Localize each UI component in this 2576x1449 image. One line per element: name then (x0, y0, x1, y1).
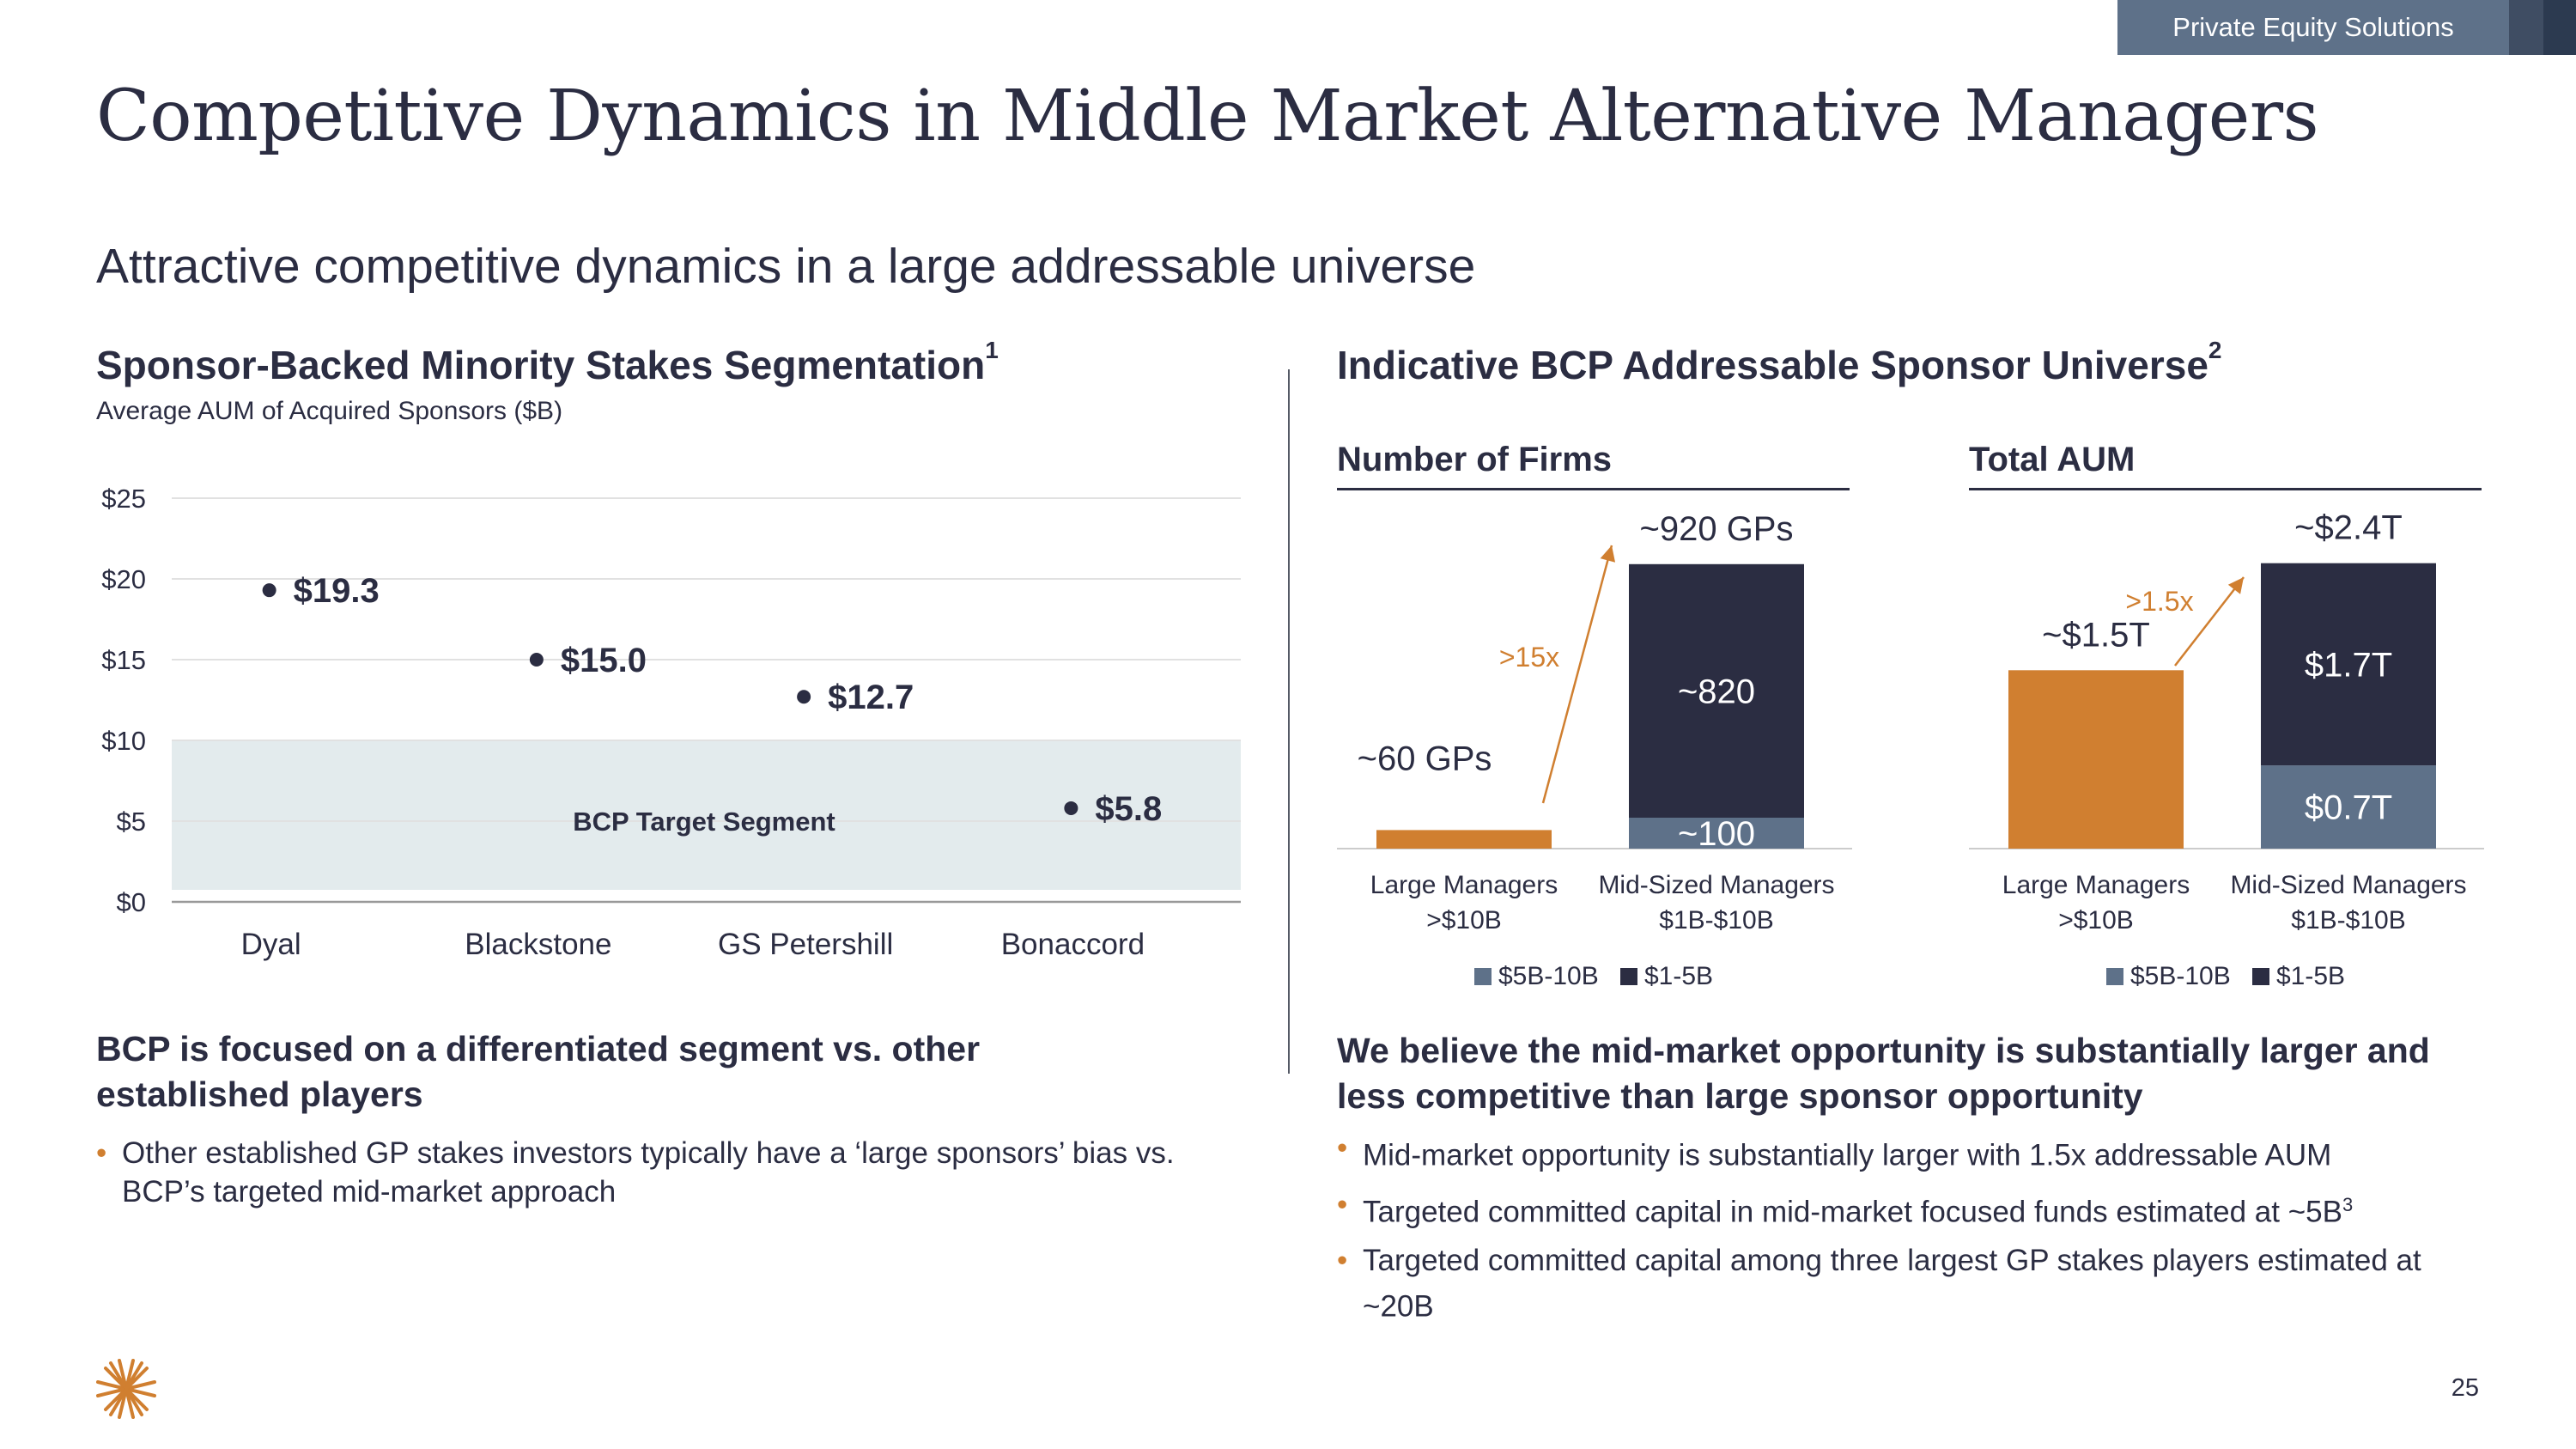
x-category-label: $1B-$10B (1659, 906, 1773, 935)
bar-total-label: ~$1.5T (2042, 616, 2150, 654)
segmentation-scatter-chart: $0 $5 $10 $15 $20 $25 BCP Target Segment $19.3 D… (101, 484, 1241, 961)
panel-divider (1288, 369, 1290, 1074)
data-label: $5.8 (1095, 790, 1162, 828)
growth-multiplier-label: >1.5x (2125, 586, 2193, 617)
bar-segment (2261, 765, 2436, 849)
growth-arrow-head (1600, 545, 1616, 563)
firms-bar-chart: ~100 ~820 ~60 GPs ~920 GPs >15x Large Manager… (1337, 510, 1852, 990)
x-category-label: Large Managers (2002, 871, 2190, 899)
bar-total-label: ~920 GPs (1639, 510, 1793, 548)
right-bullet-item: Targeted committed capital in mid-market… (1337, 1185, 2479, 1232)
bar-segment (1376, 830, 1552, 849)
x-category-label: Mid-Sized Managers (2230, 871, 2466, 899)
section-tag: Private Equity Solutions (2117, 0, 2509, 55)
left-axis-note: Average AUM of Acquired Sponsors ($B) (96, 397, 563, 425)
aum-title-underline (1969, 488, 2482, 490)
right-bullet-item: Targeted committed capital among three l… (1337, 1241, 2479, 1326)
aum-bar-chart: $0.7T $1.7T ~$1.5T ~$2.4T >1.5x Large Manager… (1969, 509, 2484, 990)
y-tick-label: $15 (101, 645, 146, 675)
data-label: $19.3 (294, 572, 380, 610)
left-bullet-list: Other established GP stakes investors ty… (96, 1134, 1195, 1221)
bar-segment-label: $0.7T (2305, 789, 2392, 827)
data-point (262, 583, 276, 598)
right-bullet-item: Mid-market opportunity is substantially … (1337, 1129, 2479, 1175)
data-point (529, 653, 544, 667)
left-bullet-item: Other established GP stakes investors ty… (96, 1134, 1195, 1211)
legend-swatch (2106, 968, 2123, 985)
y-tick-label: $20 (101, 564, 146, 594)
bar-segment (2008, 670, 2184, 849)
legend-label: $5B-10B (2130, 962, 2231, 990)
x-category-label: Large Managers (1370, 871, 1558, 899)
data-label: $12.7 (828, 679, 914, 716)
bar-segment-label: ~100 (1678, 815, 1755, 853)
x-category-label: $1B-$10B (2291, 906, 2405, 935)
legend-swatch (1620, 968, 1637, 985)
bar-segment-label: $1.7T (2305, 646, 2392, 684)
left-bullet-heading: BCP is focused on a differentiated segme… (96, 1029, 981, 1114)
right-bullet-list: Mid-market opportunity is substantially … (1337, 1129, 2479, 1336)
x-category-label: >$10B (1426, 906, 1502, 935)
legend-swatch (1474, 968, 1492, 985)
data-point (1064, 801, 1078, 815)
growth-arrow-head (2227, 577, 2244, 594)
band-label: BCP Target Segment (573, 807, 835, 837)
left-heading-footnote: 1 (985, 337, 999, 363)
x-category-label: Blackstone (465, 928, 611, 961)
data-point (797, 690, 811, 704)
company-logo-icon (96, 1359, 156, 1419)
legend-label: $1-5B (1644, 962, 1713, 990)
aum-chart-title: Total AUM (1969, 441, 2136, 478)
legend-label: $5B-10B (1498, 962, 1599, 990)
growth-multiplier-label: >15x (1499, 642, 1559, 673)
bar-segment (1629, 563, 1804, 818)
legend-swatch (2252, 968, 2269, 985)
legend-label: $1-5B (2276, 962, 2345, 990)
bar-total-label: ~$2.4T (2294, 509, 2403, 547)
page-number: 25 (2451, 1374, 2479, 1402)
bar-total-label: ~60 GPs (1358, 740, 1492, 777)
target-segment-band (172, 740, 1241, 890)
firms-chart-title: Number of Firms (1337, 441, 1613, 478)
right-bullet-heading: We believe the mid-market opportunity is… (1337, 1031, 2430, 1116)
left-heading: Sponsor-Backed Minority Stakes Segmentat… (96, 337, 999, 387)
y-tick-label: $5 (117, 807, 146, 837)
x-category-label: Bonaccord (1001, 928, 1145, 961)
growth-arrow (1541, 545, 1613, 804)
right-heading: Indicative BCP Addressable Sponsor Unive… (1337, 337, 2222, 387)
x-category-label: Mid-Sized Managers (1598, 871, 1834, 899)
y-tick-label: $10 (101, 726, 146, 756)
y-tick-label: $25 (101, 484, 146, 514)
page-title: Competitive Dynamics in Middle Market Al… (96, 76, 2319, 157)
x-category-label: GS Petershill (718, 928, 893, 961)
y-tick-label: $0 (117, 887, 146, 917)
page-subtitle: Attractive competitive dynamics in a lar… (96, 239, 1476, 294)
x-category-label: Dyal (241, 928, 301, 961)
bar-segment-label: ~820 (1678, 673, 1755, 710)
x-category-label: >$10B (2058, 906, 2134, 935)
right-heading-footnote: 2 (2208, 337, 2222, 363)
data-label: $15.0 (561, 642, 647, 679)
bar-segment (2261, 563, 2436, 766)
bullet-footnote: 3 (2342, 1193, 2354, 1215)
bar-segment (1629, 818, 1804, 849)
section-tag-accent (2509, 0, 2576, 55)
firms-title-underline (1337, 488, 1850, 490)
growth-arrow (2174, 576, 2245, 667)
